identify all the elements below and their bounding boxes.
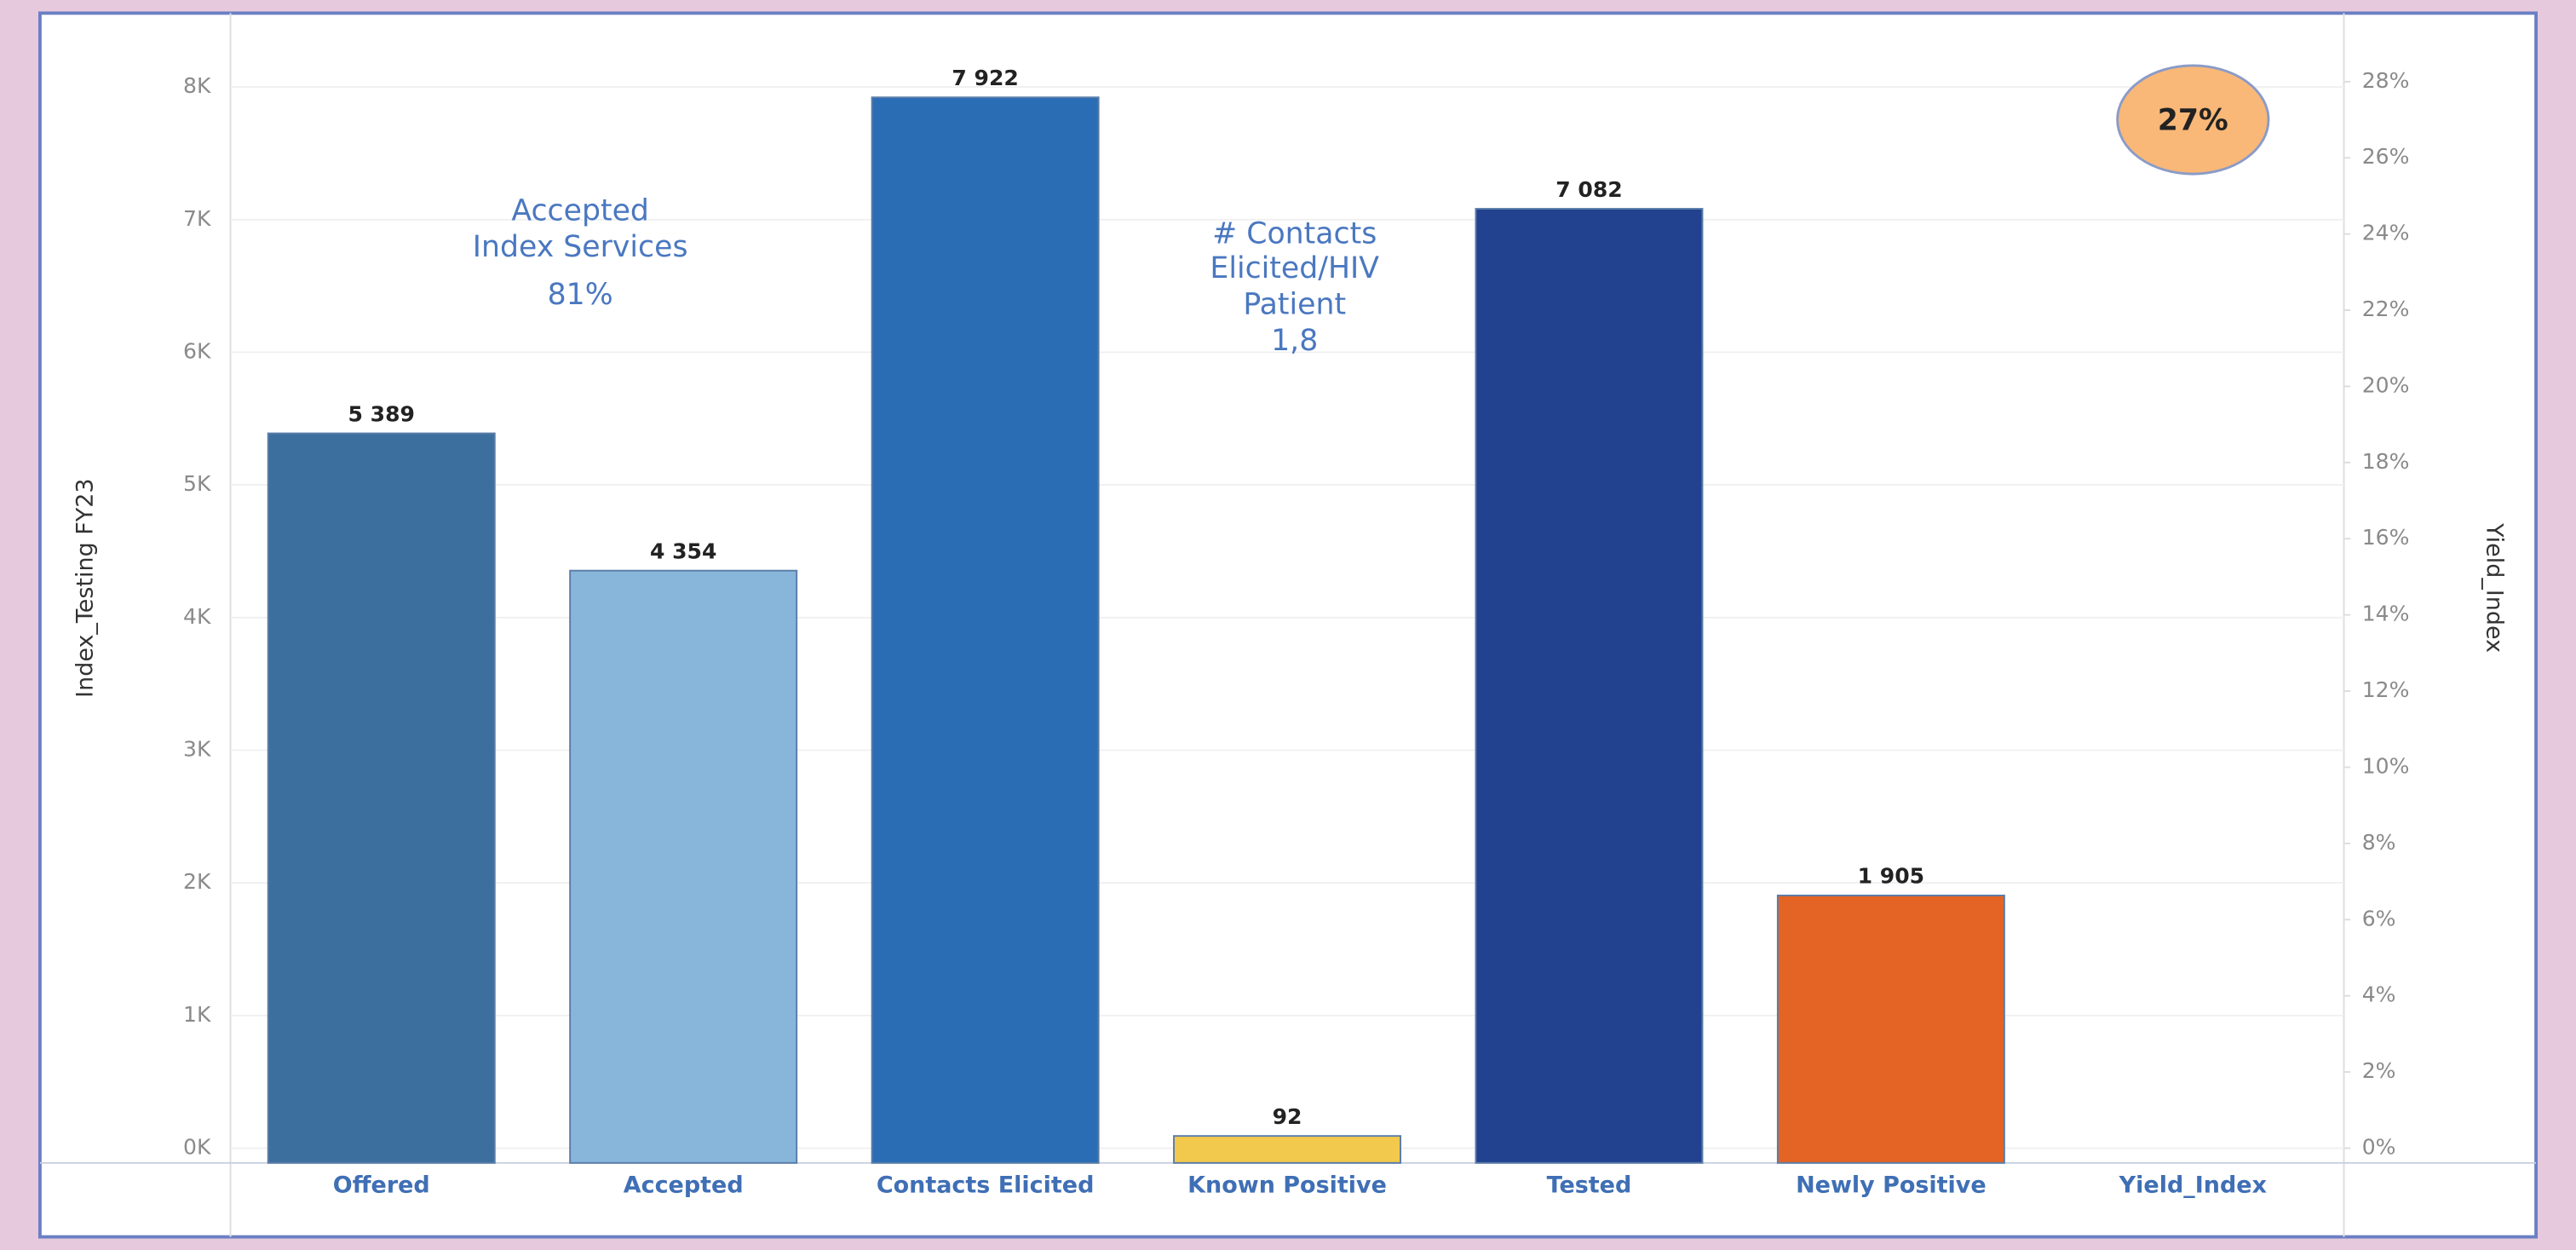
annotation: # Contacts <box>1212 217 1377 251</box>
y-tick-label: 2K <box>183 869 211 894</box>
bar <box>871 96 1100 1164</box>
bar <box>1173 1135 1402 1164</box>
value-label: 7 922 <box>952 66 1018 90</box>
y-tick-label: 0K <box>183 1134 211 1159</box>
y2-tick-label: 12% <box>2362 677 2410 702</box>
x-tick-label: Newly Positive <box>1796 1172 1987 1198</box>
y2-tick-label: 10% <box>2362 753 2410 778</box>
yield-label: 27% <box>2158 103 2228 137</box>
value-label: 4 354 <box>650 539 716 563</box>
y2-tick-label: 8% <box>2362 830 2396 855</box>
annotation: Accepted <box>511 194 649 228</box>
y-axis-label: Index_Testing FY23 <box>72 478 98 697</box>
x-tick-label: Offered <box>333 1172 430 1198</box>
y2-tick-label: 6% <box>2362 906 2396 930</box>
x-tick-label: Known Positive <box>1187 1172 1387 1198</box>
y-tick-label: 5K <box>183 471 211 496</box>
y-tick-label: 8K <box>183 73 211 98</box>
y-tick-label: 6K <box>183 338 211 363</box>
y2-tick-label: 2% <box>2362 1058 2396 1083</box>
bar <box>267 432 496 1164</box>
y2-tick-label: 26% <box>2362 144 2410 169</box>
annotation: 1,8 <box>1271 324 1318 358</box>
x-tick-label: Tested <box>1547 1172 1632 1198</box>
bar <box>1776 894 2005 1164</box>
x-tick-label: Accepted <box>624 1172 744 1198</box>
x-tick-label: Contacts Elicited <box>877 1172 1095 1198</box>
value-label: 92 <box>1273 1104 1302 1129</box>
value-label: 7 082 <box>1555 177 1622 202</box>
y2-tick-label: 16% <box>2362 525 2410 550</box>
y-tick-label: 3K <box>183 736 211 761</box>
annotation: Index Services <box>473 230 688 264</box>
annotation: Patient <box>1243 288 1346 322</box>
bar <box>1475 208 1704 1164</box>
y2-tick-label: 22% <box>2362 297 2410 321</box>
yield-bubble <box>2116 64 2270 176</box>
y-tick-label: 7K <box>183 206 211 231</box>
y2-tick-label: 28% <box>2362 68 2410 93</box>
y2-tick-label: 24% <box>2362 221 2410 245</box>
y2-tick-label: 20% <box>2362 372 2410 397</box>
y2-tick-label: 18% <box>2362 449 2410 474</box>
y2-tick-label: 0% <box>2362 1134 2396 1159</box>
annotation: 81% <box>548 278 613 312</box>
bar <box>569 569 798 1164</box>
value-label: 1 905 <box>1858 864 1924 889</box>
y-tick-label: 4K <box>183 604 211 629</box>
y-tick-label: 1K <box>183 1002 211 1027</box>
value-label: 5 389 <box>348 401 415 426</box>
y2-tick-label: 14% <box>2362 602 2410 626</box>
x-tick-label: Yield_Index <box>2119 1172 2267 1198</box>
annotation: Elicited/HIV <box>1210 251 1379 285</box>
y2-tick-label: 4% <box>2362 982 2396 1007</box>
y2-axis-label: Yield_Index <box>2481 522 2507 653</box>
